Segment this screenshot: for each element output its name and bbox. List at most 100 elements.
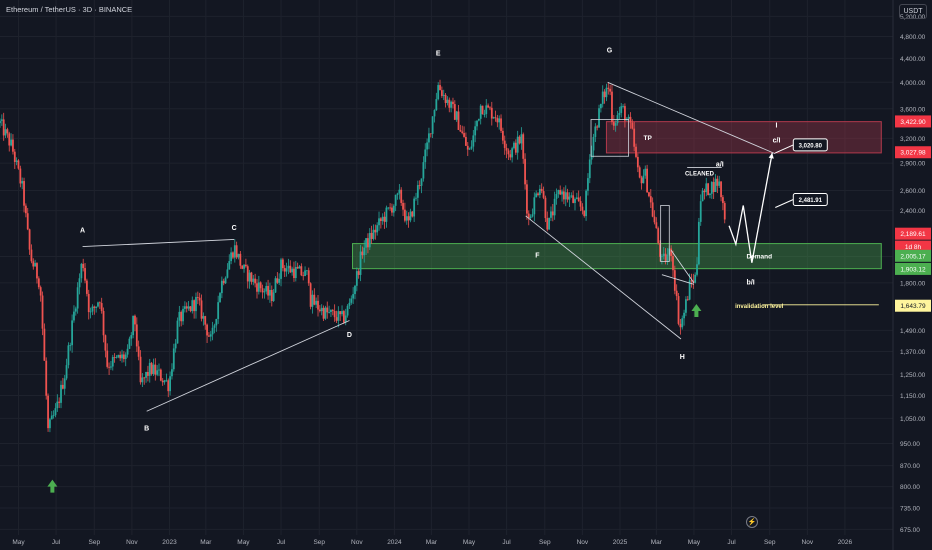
candle-body — [150, 362, 153, 374]
candle-body — [659, 242, 661, 257]
candle-body — [307, 270, 310, 284]
candle-body — [583, 210, 586, 217]
candle-body — [322, 307, 325, 319]
candle-body — [574, 198, 576, 203]
candle-body — [513, 142, 515, 149]
candle-body — [12, 139, 14, 152]
candle-body — [287, 265, 290, 269]
y-tick-label: 1,490.00 — [900, 328, 926, 335]
candle-body — [550, 211, 552, 218]
candle-body — [163, 380, 166, 383]
candle-body — [590, 150, 593, 160]
candle-body — [500, 118, 502, 131]
candle-body — [563, 191, 565, 200]
candle-body — [452, 101, 454, 105]
x-tick-label: Jul — [727, 539, 736, 546]
candle-body — [699, 201, 702, 222]
candle-body — [147, 372, 149, 376]
candle-body — [156, 370, 159, 375]
candle-body — [285, 268, 288, 272]
price-tag — [895, 227, 931, 240]
bolt-icon[interactable]: ⚡ — [746, 516, 758, 528]
candle-body — [429, 133, 432, 135]
candle-body — [376, 225, 379, 233]
zone-label: TP — [644, 135, 653, 142]
x-tick-label: Nov — [126, 539, 138, 546]
x-tick-label: 2025 — [613, 539, 628, 546]
candle-body — [439, 85, 441, 91]
candle-body — [387, 207, 390, 209]
candle-body — [592, 136, 595, 151]
candle-body — [39, 287, 42, 296]
zone-label: Demand — [746, 254, 772, 261]
projection-path — [728, 152, 773, 263]
candle-body — [50, 415, 53, 420]
candle-body — [206, 324, 208, 336]
candle-body — [548, 217, 551, 230]
y-tick-label: 2,600.00 — [900, 188, 926, 195]
trend-line — [82, 238, 235, 248]
candle-body — [60, 384, 62, 403]
candle-body — [420, 178, 423, 186]
candle-body — [368, 232, 371, 248]
candle-body — [673, 270, 676, 291]
candle-body — [202, 316, 205, 319]
candle-body — [644, 168, 647, 176]
candle-body — [182, 308, 184, 322]
candle-body — [627, 116, 630, 119]
candle-body — [677, 296, 680, 324]
candle-body — [106, 350, 109, 367]
candle-body — [481, 105, 484, 115]
candle-body — [6, 129, 9, 134]
candle-body — [350, 298, 353, 303]
candle-body — [2, 119, 5, 136]
candle-body — [233, 245, 236, 258]
candle-body — [111, 357, 114, 367]
candle-body — [196, 297, 199, 298]
currency-button[interactable]: USDT — [899, 4, 927, 19]
price-tag-text: 1d 8h — [905, 244, 922, 251]
candle-body — [176, 320, 179, 344]
zone-tp — [605, 121, 882, 154]
wave-label: A — [80, 227, 85, 234]
candle-body — [646, 168, 649, 193]
candle-body — [612, 122, 615, 126]
price-tag — [895, 146, 931, 159]
candle-body — [348, 302, 351, 306]
candle-body — [465, 136, 467, 146]
candle-body — [524, 158, 526, 185]
x-tick-label: Sep — [539, 539, 551, 546]
y-tick-label: 1,150.00 — [900, 393, 926, 400]
candle-body — [714, 178, 717, 192]
candle-body — [335, 317, 338, 321]
candle-body — [220, 280, 223, 294]
candle-body — [187, 306, 190, 309]
candle-body — [400, 189, 403, 203]
candle-body — [468, 148, 471, 150]
candle-body — [433, 110, 436, 117]
candle-body — [135, 324, 138, 347]
candle-body — [533, 197, 536, 215]
candle-body — [0, 119, 3, 121]
candle-body — [535, 193, 538, 198]
price-tag-text: 3,027.98 — [900, 150, 926, 157]
candle-body — [143, 377, 146, 379]
candle-body — [710, 182, 713, 194]
candle-body — [402, 202, 404, 210]
candle-body — [85, 280, 88, 294]
candle-body — [363, 247, 366, 256]
candle-body — [685, 299, 687, 313]
trend-line — [525, 215, 682, 340]
x-tick-label: 2024 — [387, 539, 402, 546]
candle-body — [498, 118, 501, 123]
candle-body — [161, 380, 164, 383]
candle-body — [601, 91, 604, 104]
callout-box — [792, 138, 828, 152]
candle-body — [723, 203, 726, 220]
x-tick-label: Jul — [277, 539, 286, 546]
candle-body — [681, 318, 684, 328]
candle-body — [407, 216, 410, 221]
candle-body — [174, 343, 177, 349]
candle-body — [622, 106, 624, 107]
